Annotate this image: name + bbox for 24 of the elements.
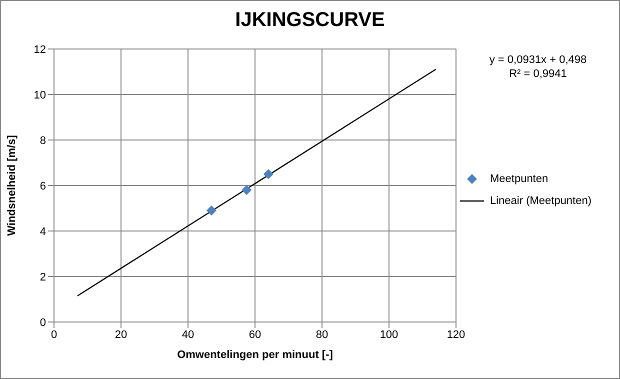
chart-title: IJKINGSCURVE (234, 9, 386, 32)
legend-label: Meetpunten (490, 172, 548, 184)
point (263, 169, 274, 180)
x-tick-label: 80 (316, 328, 328, 341)
x-tick-label: 100 (380, 328, 398, 341)
y-tick-label: 8 (40, 134, 46, 147)
point (206, 206, 216, 216)
y-tick-label: 6 (40, 180, 46, 192)
legend-label: Lineair (Meetpunten) (490, 194, 592, 206)
x-tick-label: 40 (182, 328, 194, 341)
y-tick-label: 12 (34, 44, 46, 56)
y-tick-label: 4 (40, 226, 46, 238)
y-tick-label: 10 (34, 89, 46, 102)
text: y = 0,0931x + 0,498 (488, 53, 588, 67)
y-tick-label: 0 (40, 316, 46, 329)
text: R² = 0,9941 (508, 67, 568, 81)
x-tick-label: 120 (446, 328, 466, 341)
y-tick-label: 2 (40, 271, 46, 284)
x-axis-title: Omwentelingen per minuut [-] (177, 349, 334, 361)
x-tick-label: 0 (50, 328, 58, 341)
x-tick-label: 20 (114, 328, 128, 341)
point (242, 185, 252, 196)
y-axis-title: Windsnelheid [m/s] (6, 134, 18, 236)
x-tick-label: 60 (248, 328, 262, 341)
